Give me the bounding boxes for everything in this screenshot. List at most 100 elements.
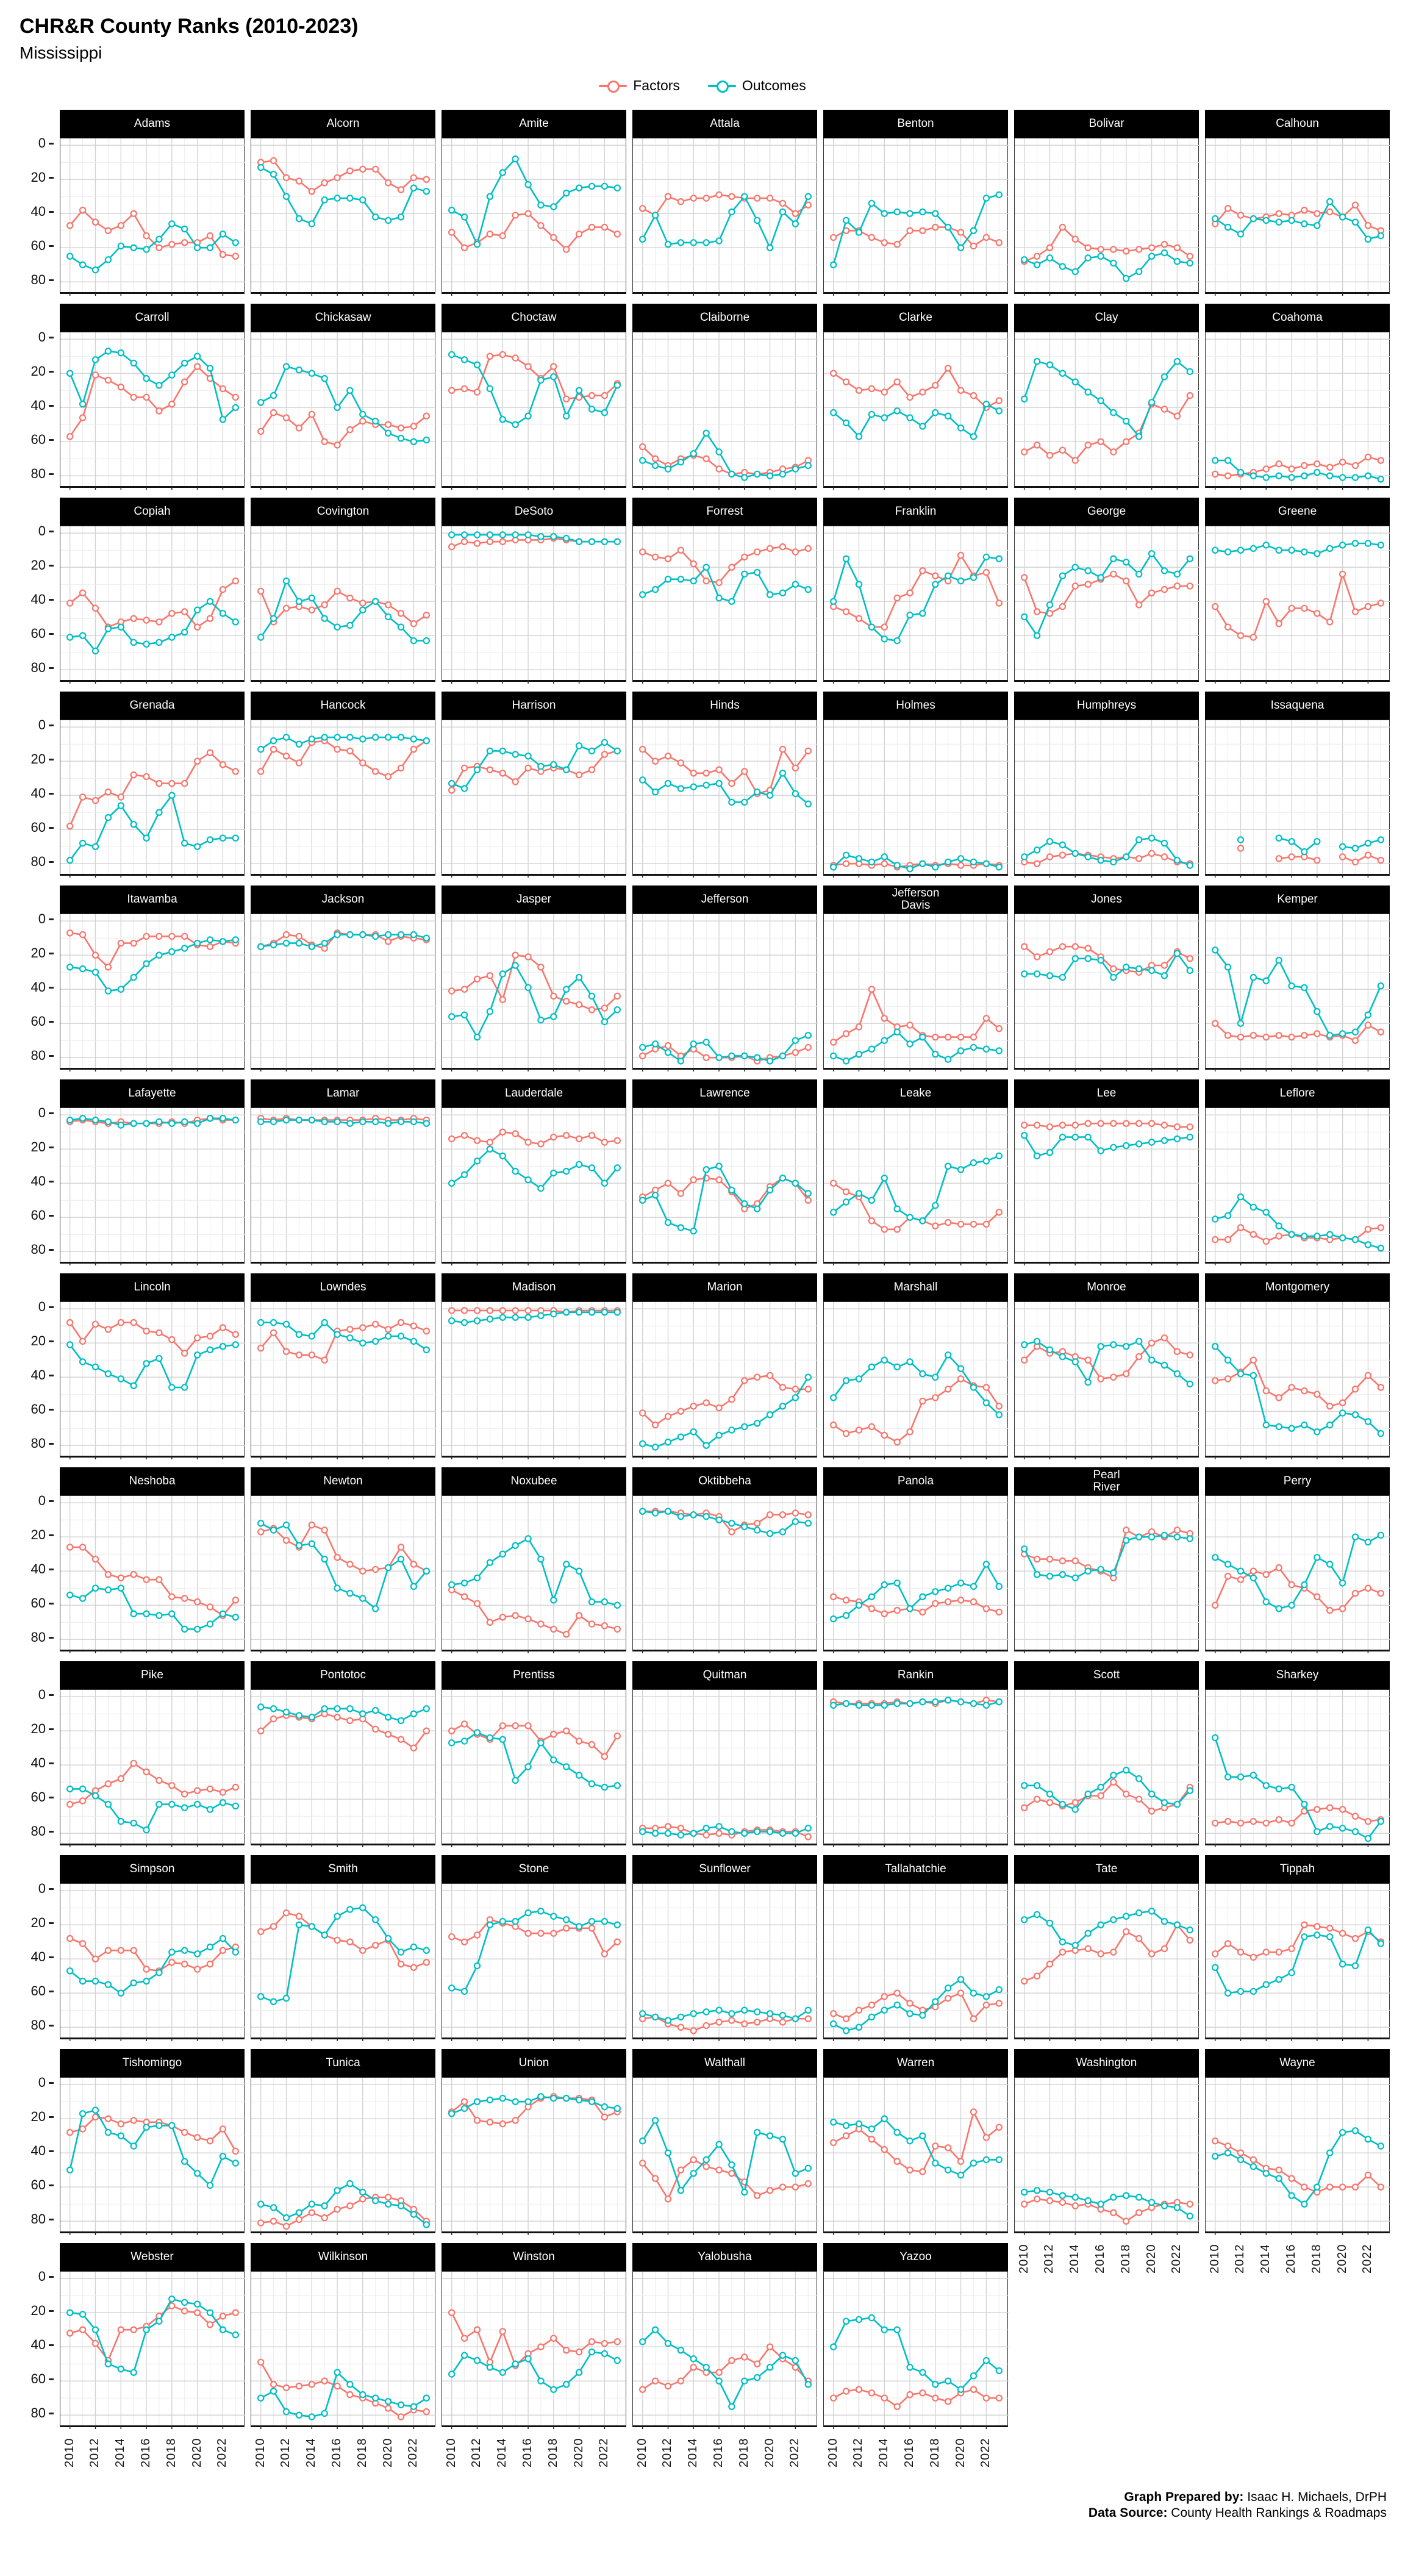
data-point-marker — [613, 1601, 621, 1609]
data-point-marker — [1364, 453, 1372, 461]
data-point-marker — [308, 188, 316, 195]
facet-panel — [1014, 138, 1199, 296]
data-point-marker — [970, 1043, 978, 1051]
y-axis-tick-label: 0 — [38, 2269, 54, 2284]
facet-panel — [823, 138, 1009, 296]
data-point-marker — [79, 400, 87, 408]
data-point-marker — [550, 1625, 557, 1633]
x-axis-tick-label: 2012 — [1233, 2244, 1247, 2274]
facet-strip: Montgomery — [1205, 1273, 1390, 1301]
data-point-marker — [982, 1015, 990, 1022]
data-point-marker — [232, 2147, 239, 2155]
facet-title: Tallahatchie — [885, 1862, 946, 1876]
data-point-marker — [613, 747, 621, 755]
data-point-marker — [1186, 582, 1193, 590]
data-point-marker — [460, 986, 468, 993]
data-point-marker — [868, 1363, 876, 1371]
facet-panel — [251, 1689, 436, 1847]
data-point-marker — [537, 2343, 545, 2350]
data-point-marker — [66, 822, 74, 830]
facet-title: Prentiss — [513, 1669, 555, 1682]
facet-title: Montgomery — [1265, 1281, 1330, 1294]
facet-title: Marion — [707, 1281, 743, 1294]
data-point-marker — [295, 598, 303, 605]
data-point-marker — [906, 611, 913, 619]
data-point-marker — [219, 385, 227, 393]
data-point-marker — [1288, 2192, 1295, 2199]
facet-strip: Smith — [251, 1855, 435, 1883]
data-point-marker — [512, 1917, 519, 1925]
data-point-marker — [893, 407, 901, 415]
facet-smith: Smith — [251, 1855, 436, 2041]
data-point-marker — [995, 397, 1003, 404]
data-point-marker — [753, 470, 761, 478]
data-point-marker — [830, 1179, 837, 1187]
data-point-marker — [1288, 604, 1295, 612]
data-point-marker — [1021, 1122, 1028, 1129]
facet-strip: Webster — [60, 2243, 245, 2271]
data-point-marker — [397, 1960, 405, 1968]
data-point-marker — [995, 1025, 1003, 1032]
data-point-marker — [1173, 570, 1181, 578]
x-axis-tick-label: 2020 — [190, 2438, 204, 2468]
factors-series — [448, 351, 621, 402]
data-point-marker — [995, 1152, 1003, 1160]
data-point-marker — [906, 2137, 913, 2145]
data-point-marker — [410, 1710, 418, 1717]
data-point-marker — [537, 1555, 545, 1563]
data-point-marker — [143, 617, 150, 624]
facet-panel — [1205, 332, 1390, 490]
facet-title: Yazoo — [899, 2250, 932, 2264]
data-point-marker — [588, 2098, 596, 2105]
data-point-marker — [1046, 1346, 1054, 1354]
facet-panel — [60, 138, 245, 296]
x-axis-tick-label: 2014 — [113, 2438, 127, 2468]
data-point-marker — [512, 1307, 519, 1314]
facet-panel — [632, 2271, 818, 2429]
data-point-marker — [1262, 1948, 1270, 1956]
outcomes-series — [66, 1785, 239, 1834]
facet-strip: Jefferson Davis — [823, 886, 1008, 914]
data-point-marker — [1084, 1945, 1092, 1953]
data-point-marker — [715, 237, 723, 245]
data-point-marker — [1275, 1948, 1282, 1956]
data-point-marker — [881, 1993, 888, 2000]
y-tick-mark — [49, 1054, 54, 1057]
data-point-marker — [79, 1544, 87, 1551]
data-point-marker — [66, 1544, 74, 1551]
data-point-marker — [1249, 215, 1257, 223]
data-point-marker — [410, 637, 418, 645]
data-point-marker — [1377, 1940, 1384, 1947]
data-point-marker — [651, 1040, 659, 1048]
data-point-marker — [1288, 1231, 1295, 1238]
facet-title: Pike — [141, 1669, 163, 1682]
data-point-marker — [1249, 1203, 1257, 1211]
data-point-marker — [206, 836, 214, 843]
data-point-marker — [1288, 1783, 1295, 1791]
data-point-marker — [1326, 1561, 1334, 1568]
facet-panel — [632, 1301, 818, 1459]
facet-panel — [823, 914, 1009, 1072]
data-point-marker — [804, 1520, 812, 1527]
data-point-marker — [156, 618, 163, 626]
data-point-marker — [868, 1197, 876, 1204]
data-point-marker — [168, 948, 176, 956]
data-point-marker — [397, 764, 405, 772]
facet-chart — [824, 526, 1009, 684]
data-point-marker — [384, 2405, 392, 2412]
data-point-marker — [181, 239, 188, 246]
data-point-marker — [1160, 249, 1168, 257]
data-point-marker — [1186, 1535, 1193, 1542]
data-point-marker — [460, 1307, 468, 1314]
data-point-marker — [524, 1763, 532, 1770]
data-point-marker — [970, 1033, 978, 1041]
data-point-marker — [1301, 848, 1308, 856]
data-point-marker — [423, 1947, 430, 1954]
y-tick-mark — [49, 2184, 54, 2186]
data-point-marker — [91, 843, 99, 850]
facet-title: Leake — [899, 1087, 932, 1100]
data-point-marker — [830, 1421, 837, 1429]
data-point-marker — [995, 1986, 1003, 1994]
data-point-marker — [1237, 1773, 1245, 1781]
data-point-marker — [982, 2002, 990, 2009]
